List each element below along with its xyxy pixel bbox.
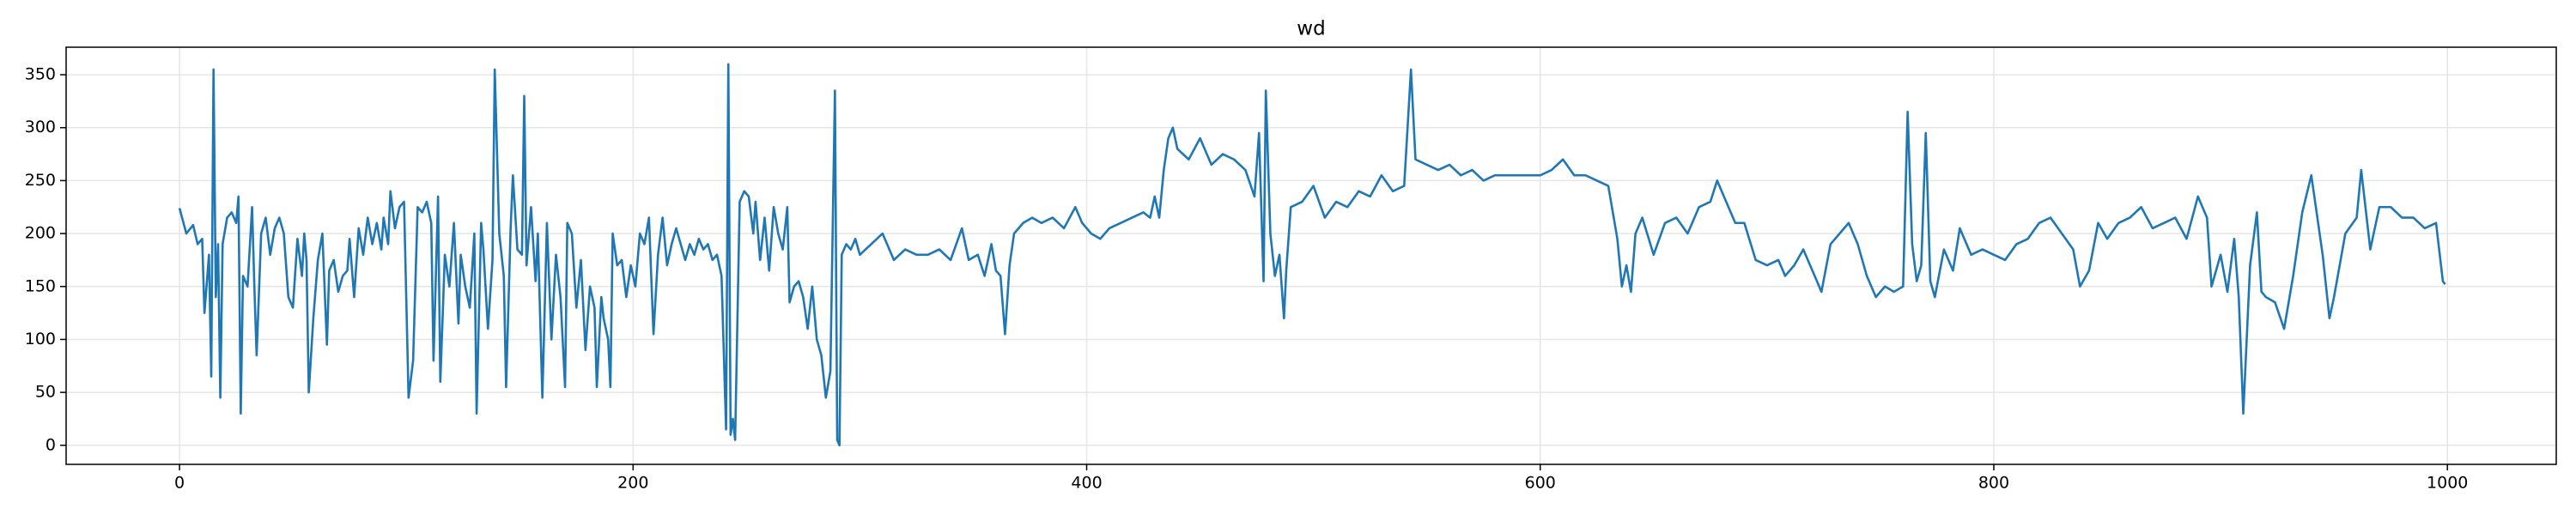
- y-tick-label: 100: [25, 330, 56, 348]
- y-tick-label: 50: [35, 383, 56, 402]
- y-tick-label: 150: [25, 276, 56, 295]
- y-tick-label: 200: [25, 224, 56, 243]
- x-tick-label: 0: [174, 474, 185, 493]
- y-tick-label: 0: [46, 435, 56, 454]
- x-tick-label: 400: [1071, 474, 1102, 493]
- y-tick-label: 350: [25, 65, 56, 84]
- x-tick-label: 1000: [2427, 474, 2468, 493]
- x-tick-label: 200: [617, 474, 648, 493]
- x-tick-label: 600: [1525, 474, 1556, 493]
- y-tick-label: 250: [25, 171, 56, 190]
- y-tick-label: 300: [25, 118, 56, 136]
- x-tick-label: 800: [1978, 474, 2009, 493]
- data-line: [178, 63, 2446, 447]
- chart-title: wd: [1297, 18, 1325, 40]
- plot-frame: [65, 46, 2557, 465]
